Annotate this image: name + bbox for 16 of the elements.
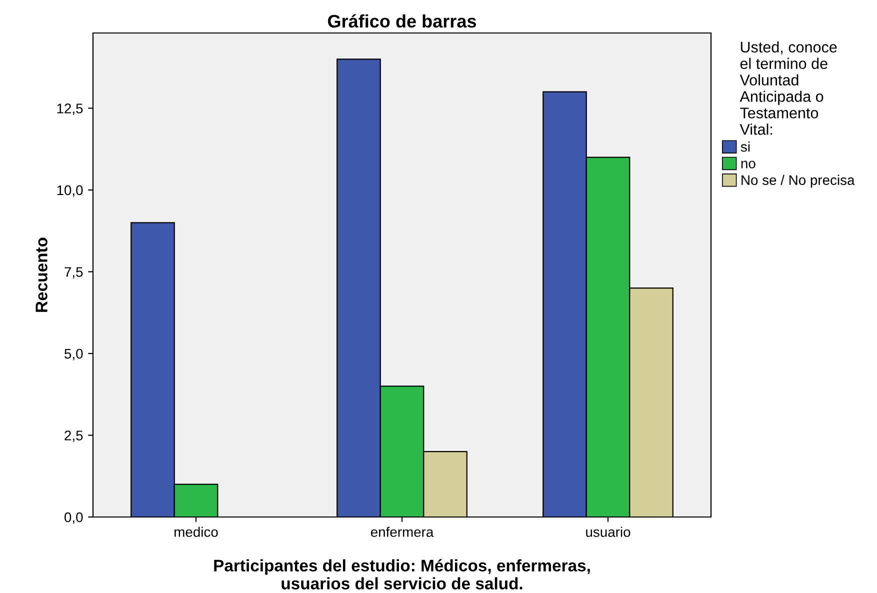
y-tick-label: 12,5 — [57, 104, 83, 116]
y-tick-label: 2,5 — [64, 430, 83, 442]
y-tick-label: 0,0 — [64, 512, 83, 524]
y-tick-label: 10,0 — [57, 185, 83, 197]
legend-label: no — [741, 160, 756, 168]
legend-title: Usted, conoce el termino de Voluntad Anticipada o Testamento Vital: — [740, 41, 837, 135]
legend-label: si — [740, 142, 750, 152]
x-tick-label: medico — [174, 526, 218, 537]
legend-label: No se / No precisa — [742, 174, 855, 188]
y-axis-title: Recuento — [36, 238, 48, 312]
x-axis-title: Participantes del estudio: Médicos, enfermeras, usuarios del servicio de salud. — [214, 559, 590, 590]
chart-title: Gráfico de barras — [328, 14, 476, 28]
x-tick-label: usuario — [586, 526, 630, 537]
y-tick-label: 7,5 — [64, 267, 83, 279]
y-tick-label: 5,0 — [64, 348, 83, 360]
x-tick-label: enfermera — [370, 526, 434, 537]
